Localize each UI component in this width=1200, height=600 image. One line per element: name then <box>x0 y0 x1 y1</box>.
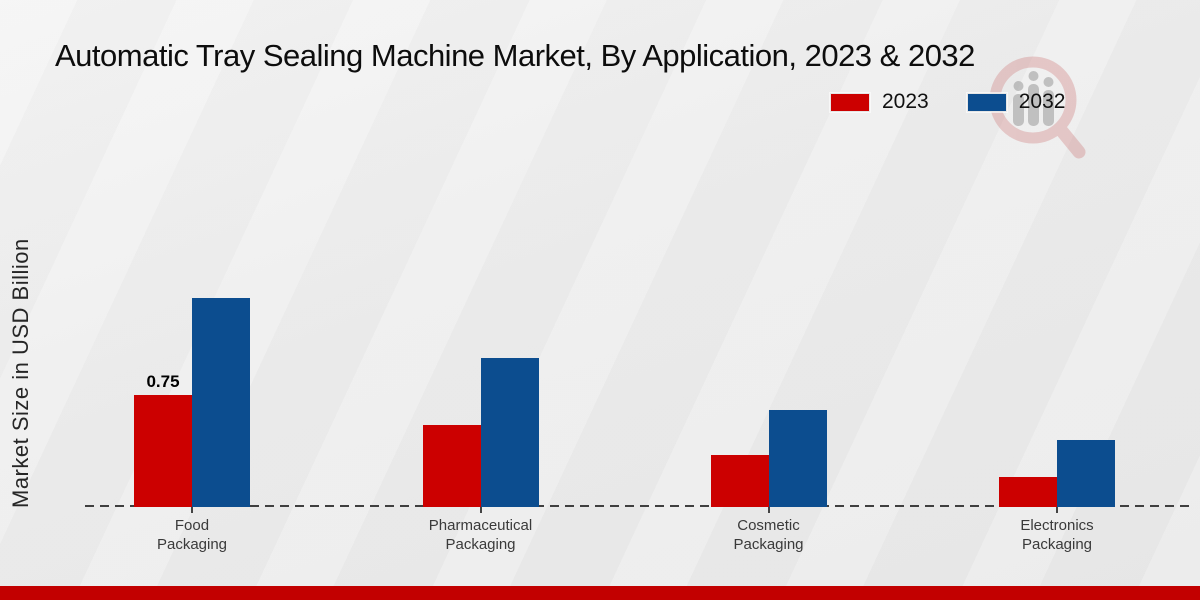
bar-2032-food-packaging <box>192 297 250 507</box>
footer-accent-bar <box>0 586 1200 600</box>
legend-item-2023: 2023 <box>830 90 929 114</box>
bar-2023-cosmetic-packaging <box>710 454 769 507</box>
bar-2032-electronics-packaging <box>1057 439 1115 507</box>
legend-swatch-2032 <box>966 92 1007 112</box>
category-label-electronics-packaging: Electronics Packaging <box>1020 517 1094 553</box>
x-axis-tick <box>191 507 193 513</box>
x-axis-line <box>85 505 1195 507</box>
x-axis-tick <box>767 507 770 513</box>
bar-value-label: 0.75 <box>146 372 180 392</box>
legend-label-2032: 2032 <box>1018 90 1066 113</box>
legend-item-2032: 2032 <box>966 90 1066 114</box>
bar-2032-pharmaceutical-packaging <box>480 357 539 507</box>
chart-title: Automatic Tray Sealing Machine Market, B… <box>55 38 975 73</box>
legend: 2023 2032 <box>830 90 1065 114</box>
bar-2023-electronics-packaging <box>999 477 1057 507</box>
legend-label-2023: 2023 <box>882 90 929 113</box>
bar-2023-pharmaceutical-packaging <box>422 424 481 507</box>
x-axis-tick <box>1056 507 1058 513</box>
x-axis-tick <box>479 507 482 513</box>
bar-2032-cosmetic-packaging <box>768 409 827 507</box>
category-label-pharmaceutical-packaging: Pharmaceutical Packaging <box>428 517 533 553</box>
category-label-cosmetic-packaging: Cosmetic Packaging <box>733 517 804 553</box>
bar-2023-food-packaging <box>134 395 192 507</box>
category-label-food-packaging: Food Packaging <box>156 517 228 553</box>
legend-swatch-2023 <box>830 92 870 112</box>
